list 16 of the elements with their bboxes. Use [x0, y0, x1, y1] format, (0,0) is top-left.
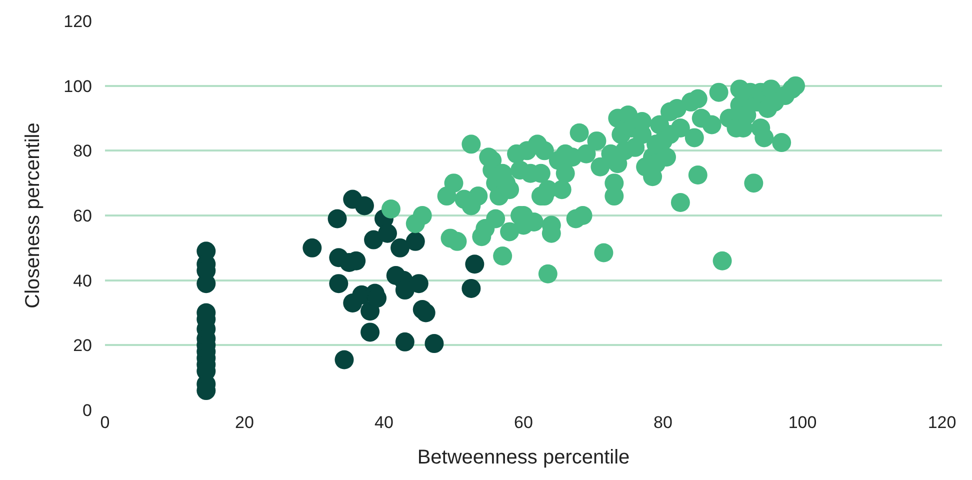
y-tick-label: 60 [73, 206, 92, 226]
y-tick-label: 20 [73, 336, 92, 356]
y-tick-label: 100 [64, 76, 92, 96]
y-tick-label: 0 [82, 400, 92, 420]
y-axis-title: Closeness percentile [22, 122, 44, 308]
x-tick-label: 80 [654, 413, 672, 432]
x-tick-label: 120 [928, 413, 956, 432]
x-tick-label: 60 [514, 413, 533, 432]
y-tick-label: 80 [73, 142, 92, 161]
x-tick-label: 40 [374, 413, 394, 432]
x-tick-label: 20 [235, 413, 254, 432]
y-tick-label: 40 [73, 271, 92, 290]
x-tick-label: 0 [100, 413, 110, 432]
x-tick-label: 100 [788, 413, 817, 432]
x-axis-title: Betweenness percentile [417, 446, 630, 468]
y-tick-label: 120 [64, 12, 92, 31]
